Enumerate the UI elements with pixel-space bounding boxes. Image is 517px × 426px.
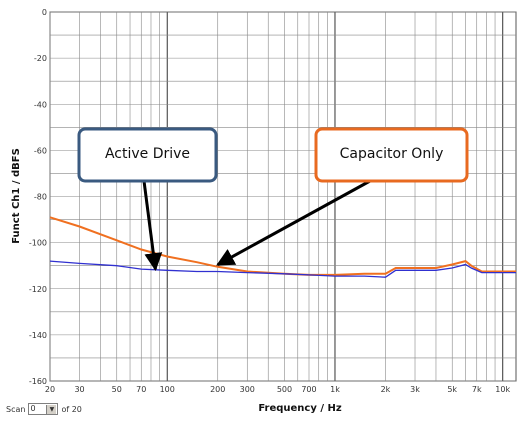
- y-tick-label: -120: [29, 285, 47, 294]
- x-tick-label: 300: [240, 385, 255, 394]
- scan-value: 0: [30, 404, 36, 413]
- y-tick-label: -20: [34, 54, 47, 63]
- x-tick-label: 2k: [381, 385, 391, 394]
- callout-arrow-1: [142, 180, 163, 272]
- x-tick-label: 5k: [447, 385, 457, 394]
- callout-label-1: Active Drive: [105, 146, 190, 162]
- chevron-down-icon[interactable]: ▼: [46, 404, 57, 414]
- callout-label-2: Capacitor Only: [340, 146, 444, 162]
- y-tick-label: 0: [42, 8, 47, 17]
- x-tick-label: 20: [45, 385, 55, 394]
- callout-box-1: [77, 127, 218, 183]
- x-tick-label: 100: [160, 385, 175, 394]
- x-tick-label: 500: [277, 385, 292, 394]
- x-tick-label: 200: [210, 385, 225, 394]
- scan-select[interactable]: 0 ▼: [28, 403, 59, 415]
- callout-arrow-2: [216, 179, 371, 267]
- x-tick-label: 10k: [495, 385, 510, 394]
- callout-box-2: [314, 127, 469, 183]
- y-tick-label: -40: [34, 100, 47, 109]
- x-tick-label: 7k: [472, 385, 482, 394]
- callouts: Active Drive Capacitor Only: [77, 127, 469, 272]
- y-tick-label: -100: [29, 239, 47, 248]
- scan-of-label: of 20: [61, 404, 82, 414]
- x-tick-label: 3k: [410, 385, 420, 394]
- y-tick-label: -140: [29, 331, 47, 340]
- x-tick-label: 1k: [330, 385, 340, 394]
- x-tick-label: 70: [136, 385, 146, 394]
- x-tick-label: 30: [74, 385, 84, 394]
- y-axis-title: Funct Ch1 / dBFS: [11, 148, 22, 244]
- y-tick-label: -60: [34, 146, 47, 155]
- y-tick-label: -160: [29, 377, 47, 386]
- y-tick-label: -80: [34, 193, 47, 202]
- tick-labels: 20 30 50 70 100 200 300 500 700 1k 2k 3k 5k 7k 10k 0 -20…: [29, 8, 511, 394]
- x-axis-title: Frequency / Hz: [258, 403, 342, 414]
- scan-label: Scan: [6, 404, 26, 414]
- scan-control: Scan 0 ▼ of 20: [6, 403, 82, 415]
- x-tick-label: 700: [301, 385, 316, 394]
- x-tick-label: 50: [112, 385, 122, 394]
- grid-lines: [49, 11, 516, 382]
